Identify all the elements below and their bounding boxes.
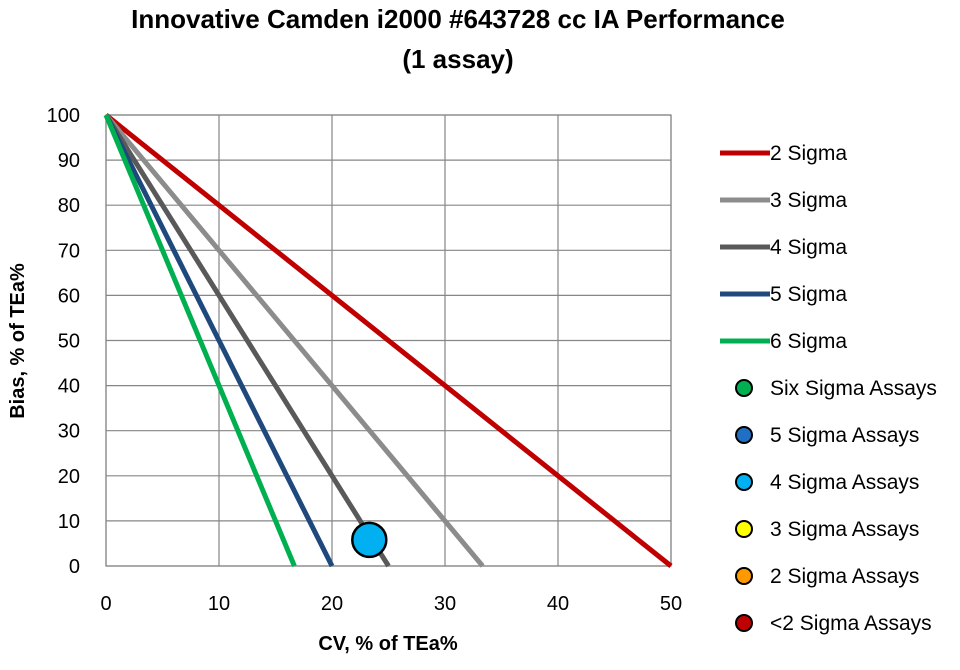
legend-label: 4 Sigma: [770, 236, 847, 259]
tick-labels: 0 10 20 30 40 50 60 70 80 90 100 0 10 20 30 40 50: [47, 105, 683, 615]
x-axis-label: CV, % of TEa%: [318, 633, 458, 655]
legend-label: 4 Sigma Assays: [770, 471, 919, 494]
y-tick-label: 30: [58, 421, 80, 443]
sigma-line: [104, 113, 485, 568]
y-tick-label: 10: [58, 511, 80, 533]
legend-label: 5 Sigma: [770, 283, 847, 306]
legend-marker-swatch: [735, 473, 753, 491]
x-tick-label: 50: [660, 593, 682, 615]
sigma-line: [103, 114, 297, 567]
legend-marker-swatch: [735, 567, 753, 585]
legend-label: 2 Sigma Assays: [770, 565, 919, 588]
data-points: [351, 521, 388, 559]
legend-marker-swatch: [735, 614, 753, 632]
legend-label: 2 Sigma: [770, 142, 847, 165]
sigma-line: [104, 113, 673, 568]
x-tick-label: 40: [547, 593, 569, 615]
sigma-line: [103, 113, 335, 568]
y-tick-label: 0: [69, 556, 80, 578]
x-tick-label: 0: [100, 593, 111, 615]
y-tick-label: 20: [58, 466, 80, 488]
y-tick-label: 90: [58, 150, 80, 172]
chart-subtitle: (1 assay): [402, 44, 513, 74]
legend-label: Six Sigma Assays: [770, 377, 937, 400]
chart-title: Innovative Camden i2000 #643728 cc IA Pe…: [131, 4, 785, 34]
y-tick-label: 100: [47, 105, 80, 127]
legend-marker-swatch: [735, 520, 753, 538]
legend-label: 5 Sigma Assays: [770, 424, 919, 447]
y-tick-label: 70: [58, 240, 80, 262]
legend-marker-swatch: [735, 379, 753, 397]
legend-label: <2 Sigma Assays: [770, 612, 932, 635]
y-tick-label: 50: [58, 331, 80, 353]
assay-point: [351, 521, 388, 559]
y-tick-label: 60: [58, 285, 80, 307]
x-tick-label: 10: [208, 593, 230, 615]
legend-label: 6 Sigma: [770, 330, 847, 353]
y-tick-label: 80: [58, 195, 80, 217]
legend-marker-swatch: [735, 426, 753, 444]
legend-label: 3 Sigma: [770, 189, 847, 212]
x-tick-label: 30: [434, 593, 456, 615]
legend-label: 3 Sigma Assays: [770, 518, 919, 541]
sigma-line: [103, 113, 391, 568]
legend: 2 Sigma 3 Sigma 4 Sigma 5 Sigma 6 Sigma Six S…: [720, 142, 937, 635]
x-tick-label: 20: [321, 593, 343, 615]
sigma-lines: [103, 113, 673, 568]
y-axis-label: Bias, % of TEa%: [7, 263, 29, 419]
y-tick-label: 40: [58, 376, 80, 398]
